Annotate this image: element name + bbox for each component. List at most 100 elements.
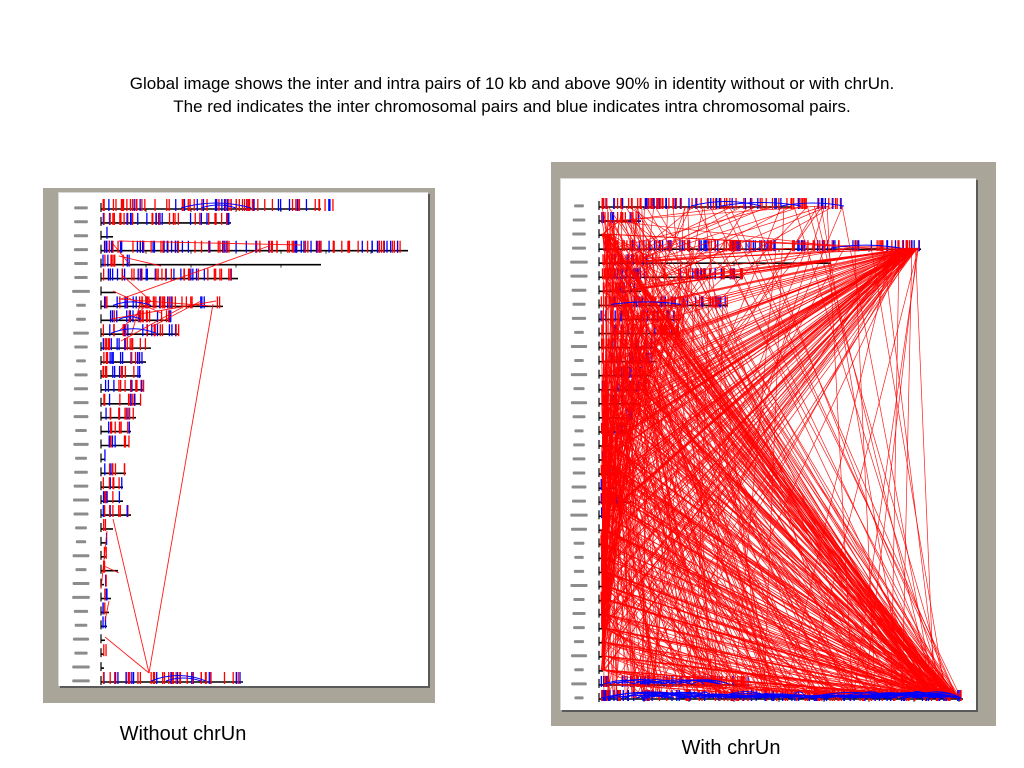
inter-pair-line xyxy=(614,247,655,291)
chromosome-label xyxy=(573,569,585,573)
inter-pair-line xyxy=(901,248,913,699)
chromosome-label xyxy=(574,668,584,672)
chromosome-label xyxy=(75,540,87,544)
inter-pair-line xyxy=(650,205,809,375)
inter-pair-line xyxy=(612,219,837,699)
inter-pair-line xyxy=(615,261,656,305)
intra-pair-arc xyxy=(150,675,207,682)
chromosome-label xyxy=(73,401,89,405)
inter-pair-line xyxy=(662,205,829,277)
chromosome-label xyxy=(73,415,89,419)
slide-title-line-2: The red indicates the inter chromosomal … xyxy=(173,97,851,116)
intra-chromosomal-pair-arcs xyxy=(601,201,962,699)
inter-pair-line xyxy=(120,245,270,300)
inter-pair-line xyxy=(601,529,933,699)
chromosome-labels xyxy=(72,206,90,683)
caption-without-chrun: Without chrUn xyxy=(119,723,247,745)
inter-pair-line xyxy=(603,430,842,699)
inter-pair-line xyxy=(603,205,624,291)
chromosome-label xyxy=(570,654,588,658)
intra-pair-arc xyxy=(603,679,650,685)
inter-pair-line xyxy=(601,318,672,572)
inter-pair-line xyxy=(610,318,643,432)
inter-pair-line xyxy=(644,247,908,376)
chromosome-label xyxy=(574,359,584,363)
inter-pair-line xyxy=(611,290,933,699)
chromosome-label xyxy=(574,555,584,559)
inter-pair-line xyxy=(632,247,918,404)
chromosome-label xyxy=(574,330,584,334)
inter-pair-line xyxy=(604,627,937,699)
intra-pair-arc xyxy=(607,691,688,699)
inter-pair-line xyxy=(632,205,638,291)
inter-pair-line xyxy=(882,248,939,699)
inter-pair-line xyxy=(622,304,636,431)
inter-pair-line xyxy=(627,205,742,221)
inter-pair-line xyxy=(122,275,152,302)
inter-pair-line xyxy=(659,247,847,277)
intra-pair-arc xyxy=(642,694,670,699)
intra-pair-arc xyxy=(720,202,802,207)
inter-pair-line xyxy=(602,613,827,699)
chromosome-label xyxy=(573,640,585,644)
chromosome-label xyxy=(75,428,87,432)
inter-pair-line xyxy=(863,248,918,699)
chromosome-label xyxy=(73,387,89,391)
chromosome-label xyxy=(75,568,87,572)
inter-pair-line xyxy=(634,219,662,263)
inter-pair-line xyxy=(724,304,846,699)
intra-pair-arc xyxy=(616,679,663,685)
chromosome-label xyxy=(73,234,89,238)
chromosome-label xyxy=(572,457,586,461)
inter-pair-line xyxy=(660,205,793,277)
inter-pair-line xyxy=(610,444,619,502)
inter-pair-line xyxy=(601,247,912,614)
inter-pair-line xyxy=(639,247,918,347)
inter-pair-line xyxy=(638,402,695,685)
intra-pair-arc xyxy=(640,680,659,685)
inter-pair-line xyxy=(623,247,908,404)
inter-pair-line xyxy=(603,247,918,671)
inter-pair-line xyxy=(669,332,941,699)
chromosome-label xyxy=(570,274,588,278)
inter-pair-line xyxy=(600,247,906,544)
inter-pair-line xyxy=(612,360,655,488)
inter-pair-line xyxy=(603,585,798,699)
inter-pair-line xyxy=(600,599,604,642)
chromosome-label xyxy=(74,275,88,279)
inter-pair-line xyxy=(603,247,916,657)
chromosome-label xyxy=(572,302,586,306)
chromosome-label xyxy=(570,260,588,264)
inter-pair-line xyxy=(630,205,771,263)
inter-pair-line xyxy=(793,205,946,699)
intra-pair-arc xyxy=(665,692,680,699)
intra-pair-arc xyxy=(901,691,933,699)
intra-pair-arc xyxy=(608,681,635,685)
inter-pair-line xyxy=(706,205,835,277)
inter-pair-line xyxy=(634,374,939,699)
inter-pair-line xyxy=(803,248,919,699)
inter-pair-line xyxy=(602,472,951,699)
inter-pair-line xyxy=(610,205,744,277)
inter-pair-line xyxy=(607,233,872,249)
inter-pair-line xyxy=(605,430,942,699)
inter-pair-line xyxy=(626,430,691,699)
caption-with-chrun: With chrUn xyxy=(681,737,781,759)
inter-pair-line xyxy=(604,529,910,699)
inter-pair-line xyxy=(601,543,606,614)
inter-pair-line xyxy=(675,247,907,333)
plot-layer xyxy=(570,198,963,702)
chromosome-label xyxy=(572,246,586,250)
chromosome-label xyxy=(76,317,86,321)
inter-pair-line xyxy=(602,205,704,670)
inter-pair-line xyxy=(602,430,624,558)
inter-pair-line xyxy=(603,332,669,586)
inter-pair-line xyxy=(672,332,919,699)
inter-pair-line xyxy=(642,205,645,249)
inter-pair-line xyxy=(603,346,620,361)
inter-pair-line xyxy=(606,219,632,277)
chromosome-label xyxy=(572,415,586,419)
inter-pair-line xyxy=(604,247,917,642)
inter-pair-line xyxy=(605,416,662,699)
inter-pair-line xyxy=(634,261,669,277)
